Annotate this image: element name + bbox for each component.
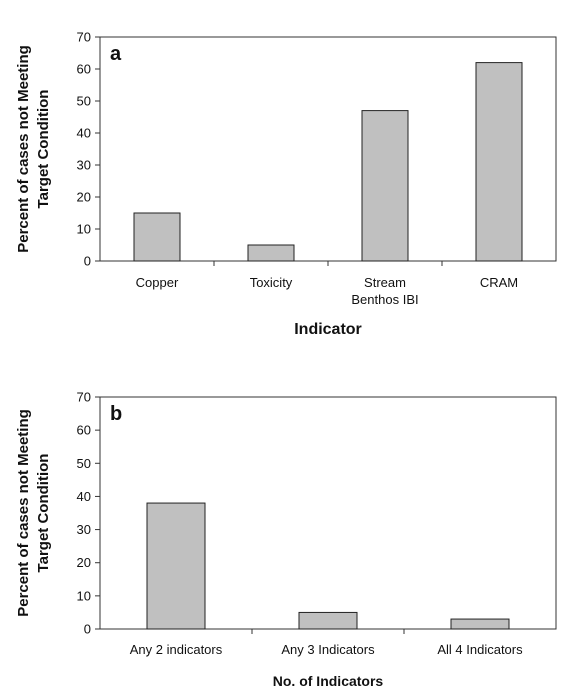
y-tick-label: 50: [77, 456, 91, 471]
bar: [361, 110, 409, 262]
y-tick-label: 60: [77, 62, 91, 77]
y-tick-label: 20: [77, 190, 91, 205]
y-tick-label: 40: [77, 126, 91, 141]
y-tick-label: 70: [77, 390, 91, 405]
bars-b: [146, 502, 510, 630]
y-tick-label: 60: [77, 423, 91, 438]
y-axis-title-a-line1: Percent of cases not Meeting: [15, 45, 32, 253]
x-axis-categories-a: Copper Toxicity Stream Benthos IBI CRAM: [136, 261, 518, 307]
x-category-label: Any 3 Indicators: [281, 642, 375, 657]
x-category-label: Any 2 indicators: [130, 642, 223, 657]
bar: [475, 62, 523, 262]
y-axis-title-b-line1: Percent of cases not Meeting: [15, 409, 32, 617]
x-category-label: Copper: [136, 275, 179, 290]
y-tick-label: 70: [77, 30, 91, 45]
bars-a: [133, 62, 523, 262]
x-category-label: Toxicity: [250, 275, 293, 290]
y-tick-label: 0: [84, 254, 91, 269]
bar: [146, 502, 206, 630]
y-axis-ticks-a: 0 10 20 30 40 50 60 70: [77, 30, 100, 269]
y-tick-label: 30: [77, 522, 91, 537]
chart-panel-b: b 0 10 20 30 40 50 60 70 Any 2 indicators Any 3 …: [15, 390, 557, 689]
y-tick-label: 20: [77, 555, 91, 570]
x-axis-title-a: Indicator: [294, 321, 362, 338]
bar: [450, 618, 510, 630]
y-axis-title-b-line2: Target Condition: [35, 454, 52, 573]
y-axis-ticks-b: 0 10 20 30 40 50 60 70: [77, 390, 100, 637]
x-category-label: Stream: [364, 275, 406, 290]
y-tick-label: 50: [77, 94, 91, 109]
chart-panel-a: a 0 10 20 30 40 50 60 70 Copper Toxicity Stream Be…: [15, 30, 557, 338]
y-tick-label: 30: [77, 158, 91, 173]
x-category-label: All 4 Indicators: [437, 642, 523, 657]
y-tick-label: 10: [77, 222, 91, 237]
bar: [133, 212, 181, 262]
x-category-label: Benthos IBI: [351, 292, 418, 307]
y-axis-title-a-line2: Target Condition: [35, 90, 52, 209]
x-axis-categories-b: Any 2 indicators Any 3 Indicators All 4 In…: [130, 629, 523, 657]
y-tick-label: 40: [77, 489, 91, 504]
panel-label-a: a: [110, 43, 122, 65]
y-tick-label: 10: [77, 588, 91, 603]
y-tick-label: 0: [84, 622, 91, 637]
panel-label-b: b: [110, 403, 122, 425]
bar: [247, 244, 295, 262]
x-axis-title-b: No. of Indicators: [273, 673, 384, 689]
x-category-label: CRAM: [480, 275, 518, 290]
bar: [298, 611, 358, 630]
